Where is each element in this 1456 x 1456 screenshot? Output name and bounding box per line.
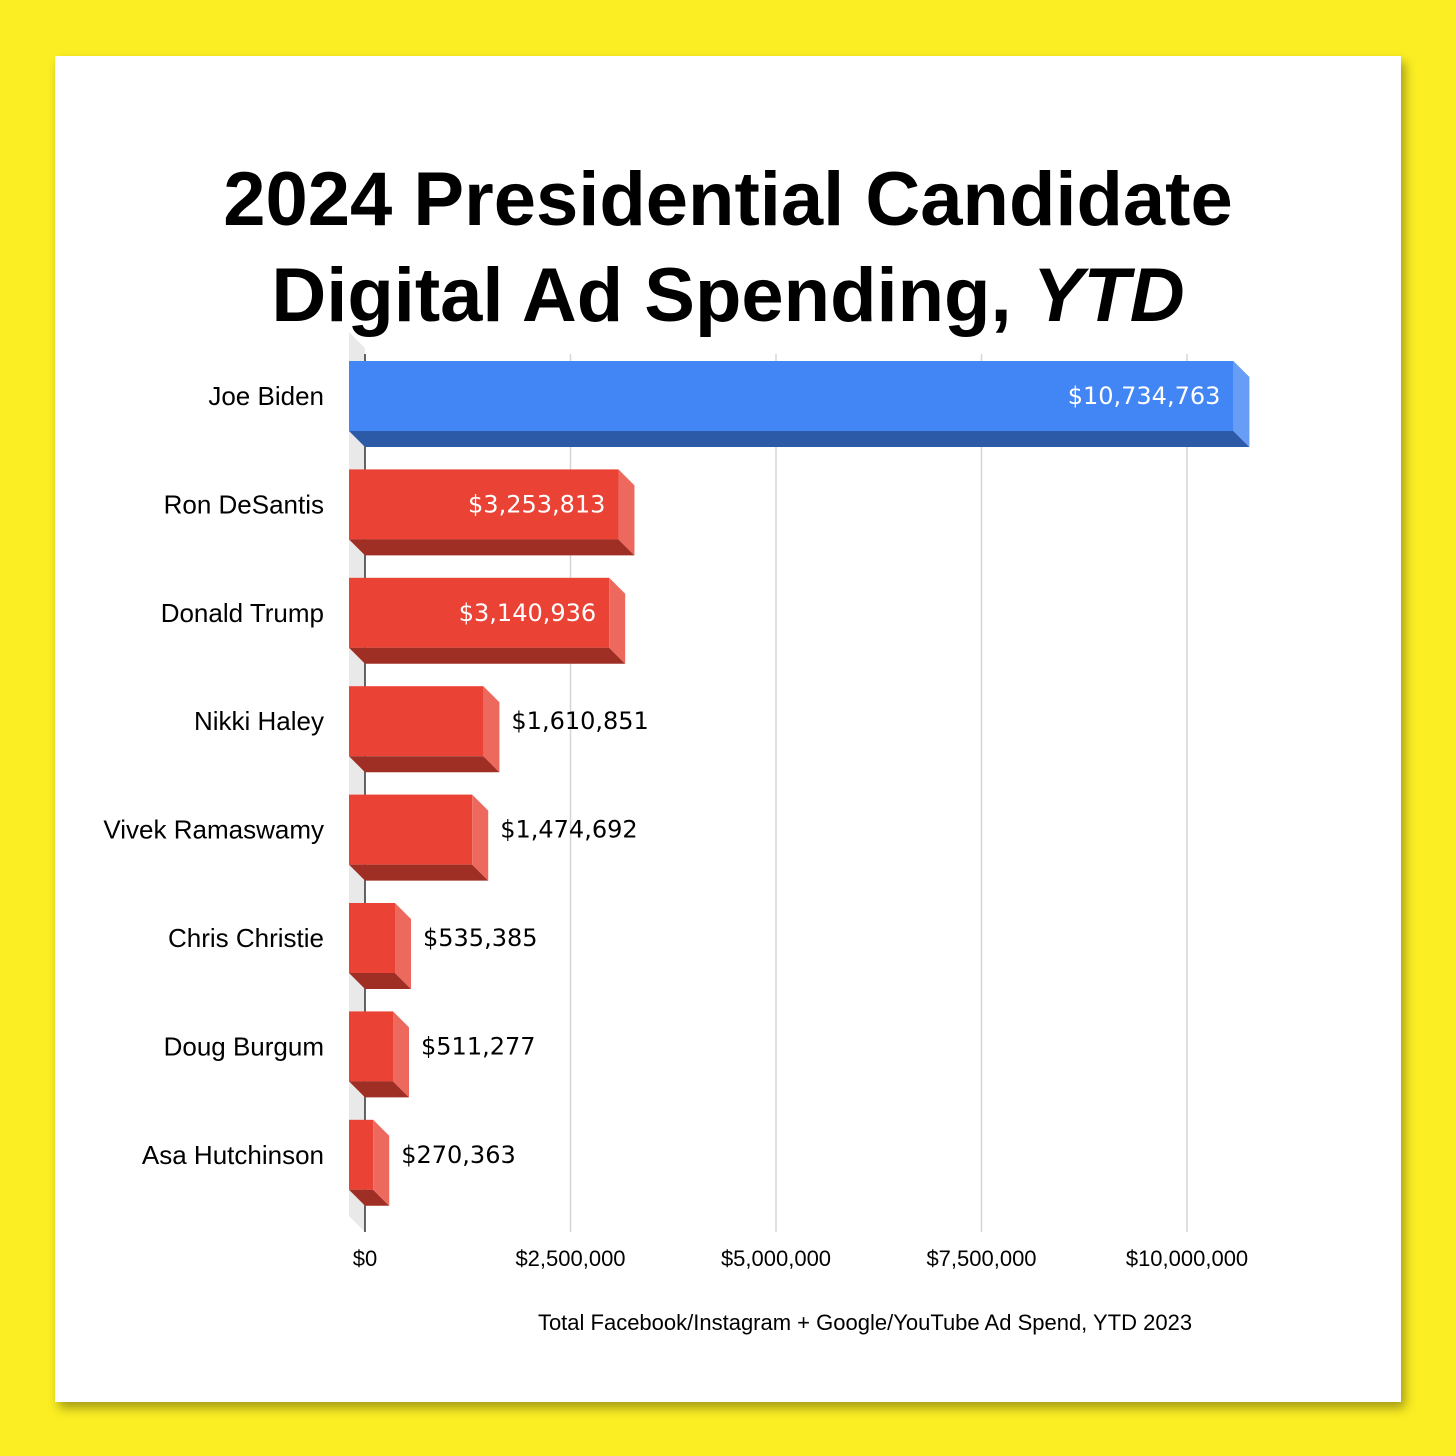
bar-asa-hutchinson: $270,363 [349,1119,516,1206]
value-label: $3,140,936 [459,599,596,627]
bar-end-face [609,577,626,664]
bar-bottom-face [349,431,1250,447]
bar-end-face [1233,361,1250,447]
bar-ron-desantis: $3,253,813 [349,469,635,556]
x-tick-label: $7,500,000 [926,1246,1036,1271]
bar-bottom-face [349,1189,390,1206]
bar-front-face [349,903,396,973]
chart-title-line2: Digital Ad Spending, [271,253,1033,338]
value-label: $511,277 [421,1032,536,1060]
category-label: Vivek Ramaswamy [103,815,324,845]
bar-bottom-face [349,1081,410,1098]
bar-front-face [349,1011,394,1082]
bar-front-face [349,361,1234,431]
value-label: $1,610,851 [511,707,648,735]
chart-floor [349,332,365,1232]
bar-front-face [349,577,610,648]
bar-bottom-face [349,864,489,881]
bar-donald-trump: $3,140,936 [349,577,626,664]
chart-title-ytd: YTD [1032,253,1185,338]
bar-vivek-ramaswamy: $1,474,692 [349,794,638,881]
category-label: Joe Biden [208,381,324,411]
bar-nikki-haley: $1,610,851 [349,686,649,773]
bar-front-face [349,1119,374,1190]
bar-bottom-face [349,539,635,556]
bars: $10,734,763 $3,253,813 $3,140,936 $1,610,85… [349,361,1250,1206]
bar-end-face [472,794,489,881]
x-tick-label: $10,000,000 [1126,1246,1248,1271]
bar-bottom-face [349,756,500,773]
chart-title-line1: 2024 Presidential Candidate [223,157,1233,242]
chart-title: 2024 Presidential Candidate Digital Ad S… [55,152,1401,344]
bar-end-face [393,1011,410,1098]
bar-bottom-face [349,647,626,664]
value-label: $270,363 [401,1141,516,1169]
value-label: $3,253,813 [468,490,605,518]
bar-doug-burgum: $511,277 [349,1011,536,1098]
bar-bottom-face [349,973,412,989]
category-labels: Joe Biden Ron DeSantis Donald Trump Nikki H… [103,381,324,1170]
bar-end-face [395,903,412,989]
value-label: $535,385 [423,924,538,952]
x-tick-label: $0 [353,1246,377,1271]
bar-end-face [483,686,500,773]
bar-front-face [349,686,484,757]
floor-panel [349,332,365,1232]
bar-joe-biden: $10,734,763 [349,361,1250,447]
category-label: Chris Christie [168,923,324,953]
bar-chris-christie: $535,385 [349,903,538,989]
bar-end-face [618,469,635,556]
bar-end-face [373,1119,390,1206]
value-label: $1,474,692 [500,816,637,844]
value-label: $10,734,763 [1068,382,1221,410]
category-label: Donald Trump [161,598,324,628]
x-axis-label: Total Facebook/Instagram + Google/YouTub… [538,1310,1192,1335]
category-label: Doug Burgum [164,1031,324,1061]
bar-front-face [349,794,473,865]
x-tick-label: $5,000,000 [721,1246,831,1271]
category-label: Asa Hutchinson [142,1140,324,1170]
x-axis-ticks: $0 $2,500,000 $5,000,000 $7,500,000 $10,000,… [353,1246,1248,1271]
x-tick-label: $2,500,000 [515,1246,625,1271]
category-label: Ron DeSantis [164,489,324,519]
bar-front-face [349,469,619,540]
chart-card: 2024 Presidential Candidate Digital Ad S… [55,56,1401,1402]
category-label: Nikki Haley [194,706,324,736]
